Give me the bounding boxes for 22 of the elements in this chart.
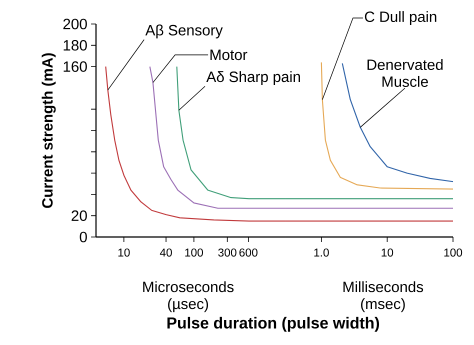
x-tick-label: 300 (218, 248, 236, 257)
series-label: Denervated Muscle (368, 59, 443, 87)
x-tick-label: 10 (382, 248, 394, 257)
x-tick-label: 100 (185, 248, 204, 257)
x-tick-label: 1.0 (314, 248, 329, 257)
text: Motor (210, 50, 248, 60)
y-tick-label: 20 (72, 210, 87, 221)
x-tick-label: 100 (444, 248, 462, 257)
x-tick-label: 10 (118, 248, 130, 257)
x-axis-title: Milliseconds (msec) (343, 281, 424, 312)
text: Aβ Sensory (145, 24, 223, 38)
x-axis-title: Microseconds (µsec) (143, 281, 234, 312)
text: C Dull pain (364, 11, 436, 25)
x-tick-label: 600 (239, 248, 258, 257)
text: Pulse duration (pulse width) (167, 316, 380, 332)
x-tick-label: 40 (160, 248, 172, 257)
y-tick-label: 180 (64, 40, 87, 51)
y-tick-label: 0 (80, 232, 87, 242)
series-label: Aδ Sharp pain (206, 71, 300, 86)
y-tick-label: 160 (64, 61, 87, 72)
y-axis-title: Current strength (mA) (42, 53, 56, 208)
y-tick-label: 200 (63, 18, 87, 30)
